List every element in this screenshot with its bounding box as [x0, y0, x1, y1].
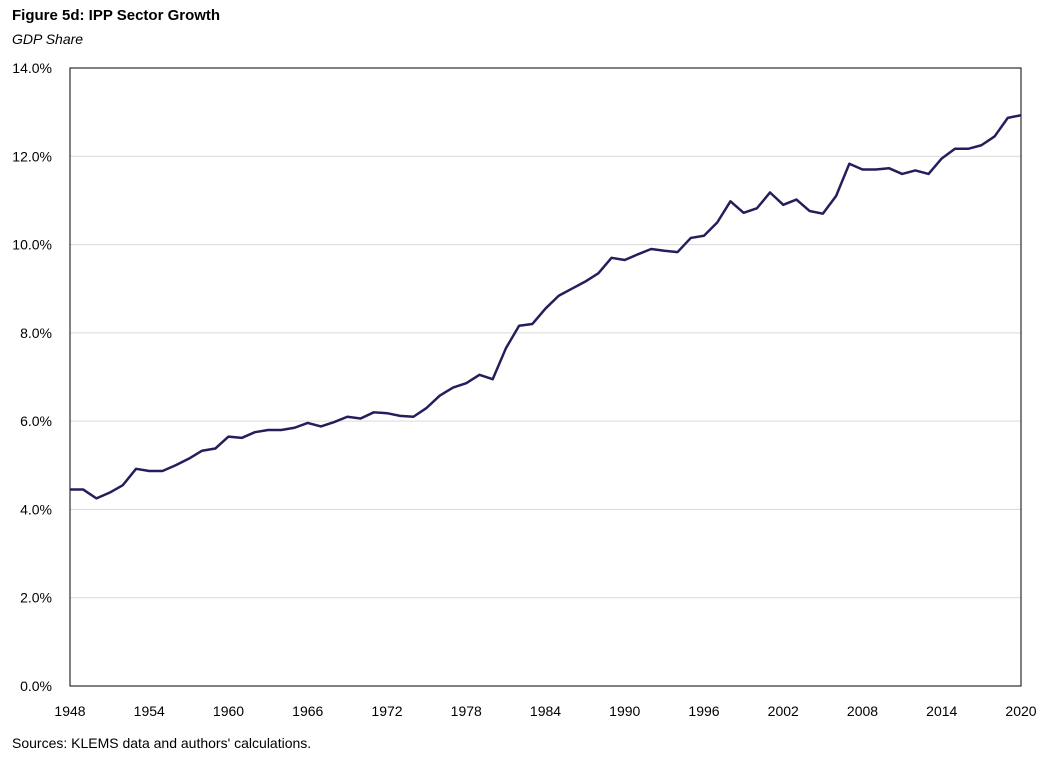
source-note: Sources: KLEMS data and authors' calcula… — [12, 735, 312, 751]
x-tick-label: 1984 — [530, 703, 561, 719]
x-tick-label: 1978 — [451, 703, 482, 719]
x-tick-label: 1996 — [688, 703, 719, 719]
chart-title: Figure 5d: IPP Sector Growth — [12, 7, 221, 24]
x-tick-label: 1960 — [213, 703, 244, 719]
y-tick-labels: 0.0% 2.0% 4.0% 6.0% 8.0% 10.0% 12.0% 14.0% — [12, 60, 52, 694]
y-tick-label: 8.0% — [20, 325, 52, 341]
x-tick-label: 2008 — [847, 703, 878, 719]
x-tick-label: 1966 — [292, 703, 323, 719]
x-tick-label: 1990 — [609, 703, 640, 719]
x-tick-label: 2020 — [1005, 703, 1036, 719]
y-tick-label: 6.0% — [20, 413, 52, 429]
x-tick-label: 1972 — [371, 703, 402, 719]
series-line — [70, 114, 1022, 500]
y-tick-label: 12.0% — [12, 148, 52, 164]
x-tick-label: 2014 — [926, 703, 957, 719]
x-tick-labels: 1948 1954 1960 1966 1972 1978 1984 1990 1996 2002… — [54, 703, 1036, 719]
gridlines — [70, 155, 1021, 599]
y-tick-label: 14.0% — [12, 60, 52, 76]
x-tick-label: 2002 — [768, 703, 799, 719]
plot-frame — [69, 67, 1022, 687]
y-tick-label: 2.0% — [20, 590, 52, 606]
y-tick-label: 0.0% — [20, 678, 52, 694]
series-group — [70, 114, 1022, 500]
x-tick-label: 1948 — [54, 703, 85, 719]
x-tick-label: 1954 — [134, 703, 165, 719]
y-tick-label: 4.0% — [20, 501, 52, 517]
chart-subtitle: GDP Share — [12, 31, 84, 47]
y-tick-label: 10.0% — [12, 237, 52, 253]
